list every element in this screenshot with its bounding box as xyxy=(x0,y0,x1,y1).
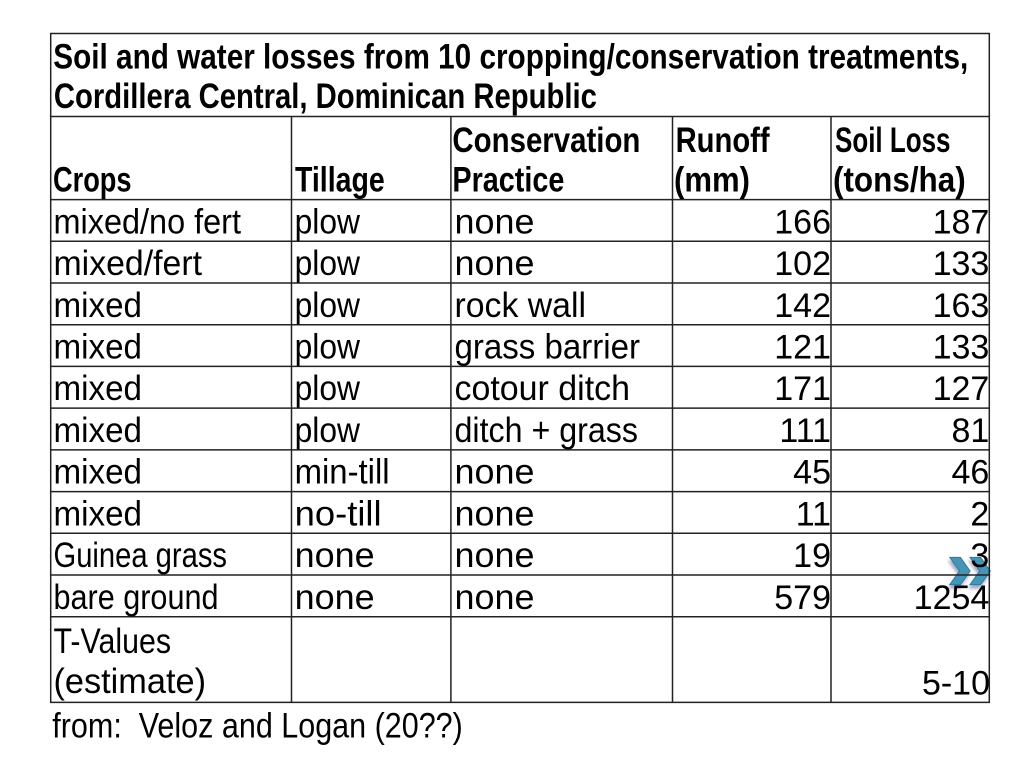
svg-text:plow: plow xyxy=(295,369,361,408)
svg-text:(tons/ha): (tons/ha) xyxy=(833,161,966,200)
svg-text:(mm): (mm) xyxy=(674,161,750,200)
svg-text:Runoff: Runoff xyxy=(676,121,770,160)
svg-text:mixed: mixed xyxy=(54,369,143,408)
svg-text:T-Values: T-Values xyxy=(54,622,172,661)
svg-text:mixed: mixed xyxy=(54,494,143,533)
svg-text:5-10: 5-10 xyxy=(922,665,990,703)
svg-text:from: Veloz and Logan (20??): from: Veloz and Logan (20??) xyxy=(52,706,463,745)
svg-text:Practice: Practice xyxy=(452,161,564,200)
svg-text:Tillage: Tillage xyxy=(295,161,385,200)
svg-text:121: 121 xyxy=(774,329,831,367)
svg-text:min-till: min-till xyxy=(295,453,390,492)
svg-text:none: none xyxy=(455,578,535,617)
svg-text:171: 171 xyxy=(774,370,831,408)
svg-text:mixed/fert: mixed/fert xyxy=(54,244,203,283)
svg-text:Cordillera Central, Dominican: Cordillera Central, Dominican Republic xyxy=(54,77,597,116)
svg-text:mixed: mixed xyxy=(54,286,143,325)
svg-text:mixed/no fert: mixed/no fert xyxy=(54,202,242,241)
svg-text:133: 133 xyxy=(933,329,990,367)
svg-text:579: 579 xyxy=(774,579,831,617)
svg-text:187: 187 xyxy=(933,203,990,241)
svg-text:ditch + grass: ditch + grass xyxy=(455,411,639,450)
svg-text:133: 133 xyxy=(933,245,990,283)
svg-text:rock wall: rock wall xyxy=(455,286,587,325)
svg-text:19: 19 xyxy=(793,537,831,575)
svg-text:102: 102 xyxy=(774,245,831,283)
svg-text:mixed: mixed xyxy=(54,328,143,367)
svg-text:none: none xyxy=(455,536,535,575)
svg-text:11: 11 xyxy=(796,495,831,533)
svg-text:no-till: no-till xyxy=(295,494,382,533)
svg-text:Soil Loss: Soil Loss xyxy=(835,121,951,160)
svg-text:plow: plow xyxy=(295,328,361,367)
svg-text:mixed: mixed xyxy=(54,411,143,450)
svg-text:163: 163 xyxy=(933,287,990,325)
svg-text:none: none xyxy=(455,453,535,492)
svg-text:plow: plow xyxy=(295,286,361,325)
svg-text:142: 142 xyxy=(774,287,831,325)
svg-text:45: 45 xyxy=(793,454,831,492)
svg-text:none: none xyxy=(295,578,375,617)
svg-text:none: none xyxy=(295,536,375,575)
svg-text:mixed: mixed xyxy=(54,453,143,492)
svg-text:81: 81 xyxy=(951,412,989,450)
svg-text:cotour ditch: cotour ditch xyxy=(455,369,631,408)
svg-text:(estimate): (estimate) xyxy=(54,662,207,701)
svg-text:plow: plow xyxy=(295,244,361,283)
svg-text:111: 111 xyxy=(779,412,831,450)
svg-text:plow: plow xyxy=(295,411,361,450)
svg-text:2: 2 xyxy=(970,495,989,533)
svg-text:166: 166 xyxy=(774,203,831,241)
svg-text:plow: plow xyxy=(295,202,361,241)
svg-text:bare ground: bare ground xyxy=(54,578,219,617)
svg-text:Crops: Crops xyxy=(53,161,132,200)
svg-text:Soil and water losses from 10: Soil and water losses from 10 cropping/c… xyxy=(53,38,968,77)
svg-text:Conservation: Conservation xyxy=(452,121,640,160)
svg-text:127: 127 xyxy=(933,370,990,408)
svg-text:3: 3 xyxy=(970,537,989,575)
svg-text:none: none xyxy=(455,202,535,241)
svg-text:none: none xyxy=(455,244,535,283)
svg-text:Guinea grass: Guinea grass xyxy=(54,536,228,575)
svg-text:1254: 1254 xyxy=(914,579,990,617)
svg-text:46: 46 xyxy=(951,454,989,492)
svg-text:none: none xyxy=(455,494,535,533)
svg-text:grass barrier: grass barrier xyxy=(455,328,641,367)
